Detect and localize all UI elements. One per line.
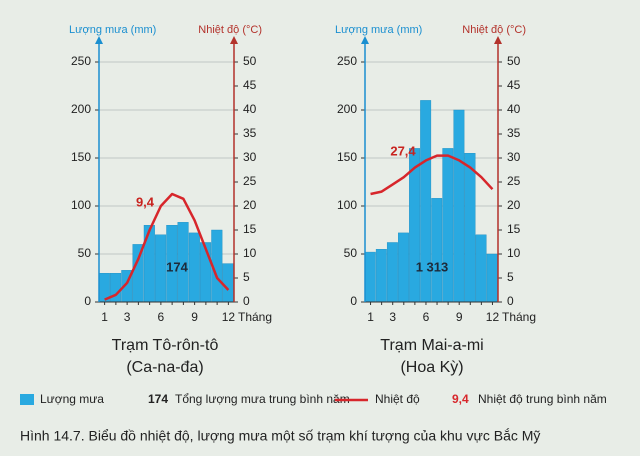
y2-axis-label: Nhiệt độ (°C) xyxy=(462,24,526,36)
legend-label: Lượng mưa xyxy=(40,392,104,406)
y2-tick-label: 10 xyxy=(243,246,257,260)
y2-tick-label: 45 xyxy=(243,78,257,92)
x-tick-label: 9 xyxy=(191,310,198,324)
legend-mean: 9,4 xyxy=(452,392,469,406)
mean-temp-annotation: 9,4 xyxy=(136,194,155,209)
y2-tick-label: 20 xyxy=(243,198,257,212)
y-tick-label: 0 xyxy=(350,294,357,308)
bar xyxy=(155,234,167,303)
y-axis-arrow xyxy=(361,36,369,44)
x-tick-label: 6 xyxy=(158,310,165,324)
y2-tick-label: 0 xyxy=(507,294,514,308)
mean-temp-annotation: 27,4 xyxy=(390,143,416,158)
x-tick-label: 3 xyxy=(124,310,131,324)
bar xyxy=(375,248,387,303)
y2-tick-label: 10 xyxy=(507,246,521,260)
chart-title: Trạm Mai-a-mi xyxy=(380,337,483,354)
x-tick-label: 9 xyxy=(456,310,463,324)
y2-axis-arrow xyxy=(230,36,238,44)
y2-axis-arrow xyxy=(494,36,502,44)
y-tick-label: 0 xyxy=(84,294,91,308)
legend-text: Nhiệt độ trung bình năm xyxy=(478,392,607,406)
y2-tick-label: 0 xyxy=(243,294,250,308)
bar xyxy=(431,198,443,303)
y2-tick-label: 50 xyxy=(507,54,521,68)
y-tick-label: 200 xyxy=(337,102,357,116)
legend-swatch-bar xyxy=(20,394,34,405)
x-tick-label: 1 xyxy=(367,310,374,324)
y2-tick-label: 15 xyxy=(243,222,257,236)
y2-tick-label: 25 xyxy=(507,174,521,188)
y-axis-arrow xyxy=(95,36,103,44)
legend-text: Tổng lượng mưa trung bình năm xyxy=(175,392,350,406)
y-tick-label: 100 xyxy=(71,198,91,212)
y2-tick-label: 30 xyxy=(507,150,521,164)
y2-tick-label: 45 xyxy=(507,78,521,92)
bar xyxy=(386,242,398,303)
x-tick-label: 3 xyxy=(389,310,396,324)
y2-tick-label: 5 xyxy=(243,270,250,284)
y2-tick-label: 20 xyxy=(507,198,521,212)
y2-tick-label: 40 xyxy=(243,102,257,116)
bar xyxy=(475,234,487,303)
y-axis-label: Lượng mưa (mm) xyxy=(69,24,156,36)
y-tick-label: 250 xyxy=(337,54,357,68)
y2-tick-label: 30 xyxy=(243,150,257,164)
bar xyxy=(143,224,155,303)
bar xyxy=(398,232,409,303)
x-tick-label: 6 xyxy=(423,310,430,324)
bar xyxy=(453,109,465,303)
bar xyxy=(442,148,454,303)
temperature-line xyxy=(104,192,230,301)
y-tick-label: 250 xyxy=(71,54,91,68)
y2-tick-label: 40 xyxy=(507,102,521,116)
total-rain-annotation: 174 xyxy=(166,259,188,274)
x-axis-label: Tháng xyxy=(238,310,272,324)
legend-total: 174 xyxy=(148,392,168,406)
y-tick-label: 100 xyxy=(337,198,357,212)
x-tick-label: 12 xyxy=(222,310,236,324)
caption: Hình 14.7. Biểu đồ nhiệt độ, lượng mưa m… xyxy=(20,428,540,444)
y2-tick-label: 5 xyxy=(507,270,514,284)
chart-subtitle: (Ca-na-đa) xyxy=(126,359,203,376)
bar xyxy=(364,251,376,303)
bar xyxy=(486,253,498,303)
x-axis-label: Tháng xyxy=(502,310,536,324)
bar xyxy=(464,152,476,303)
y2-tick-label: 35 xyxy=(243,126,257,140)
y-tick-label: 50 xyxy=(78,246,92,260)
y2-axis-label: Nhiệt độ (°C) xyxy=(198,24,262,36)
legend-label: Nhiệt độ xyxy=(375,392,420,406)
chart-subtitle: (Hoa Kỳ) xyxy=(400,359,463,376)
bar xyxy=(222,263,234,303)
bar xyxy=(188,232,200,303)
x-tick-label: 1 xyxy=(101,310,108,324)
y-axis-label: Lượng mưa (mm) xyxy=(335,24,422,36)
y-tick-label: 150 xyxy=(71,150,91,164)
temperature-line xyxy=(370,154,494,196)
chart-title: Trạm Tô-rôn-tô xyxy=(112,337,219,354)
y-tick-label: 200 xyxy=(71,102,91,116)
y2-tick-label: 25 xyxy=(243,174,257,188)
y2-tick-label: 15 xyxy=(507,222,521,236)
y2-tick-label: 35 xyxy=(507,126,521,140)
y-tick-label: 150 xyxy=(337,150,357,164)
y-tick-label: 50 xyxy=(344,246,358,260)
x-tick-label: 12 xyxy=(486,310,500,324)
total-rain-annotation: 1 313 xyxy=(416,259,449,274)
y2-tick-label: 50 xyxy=(243,54,257,68)
